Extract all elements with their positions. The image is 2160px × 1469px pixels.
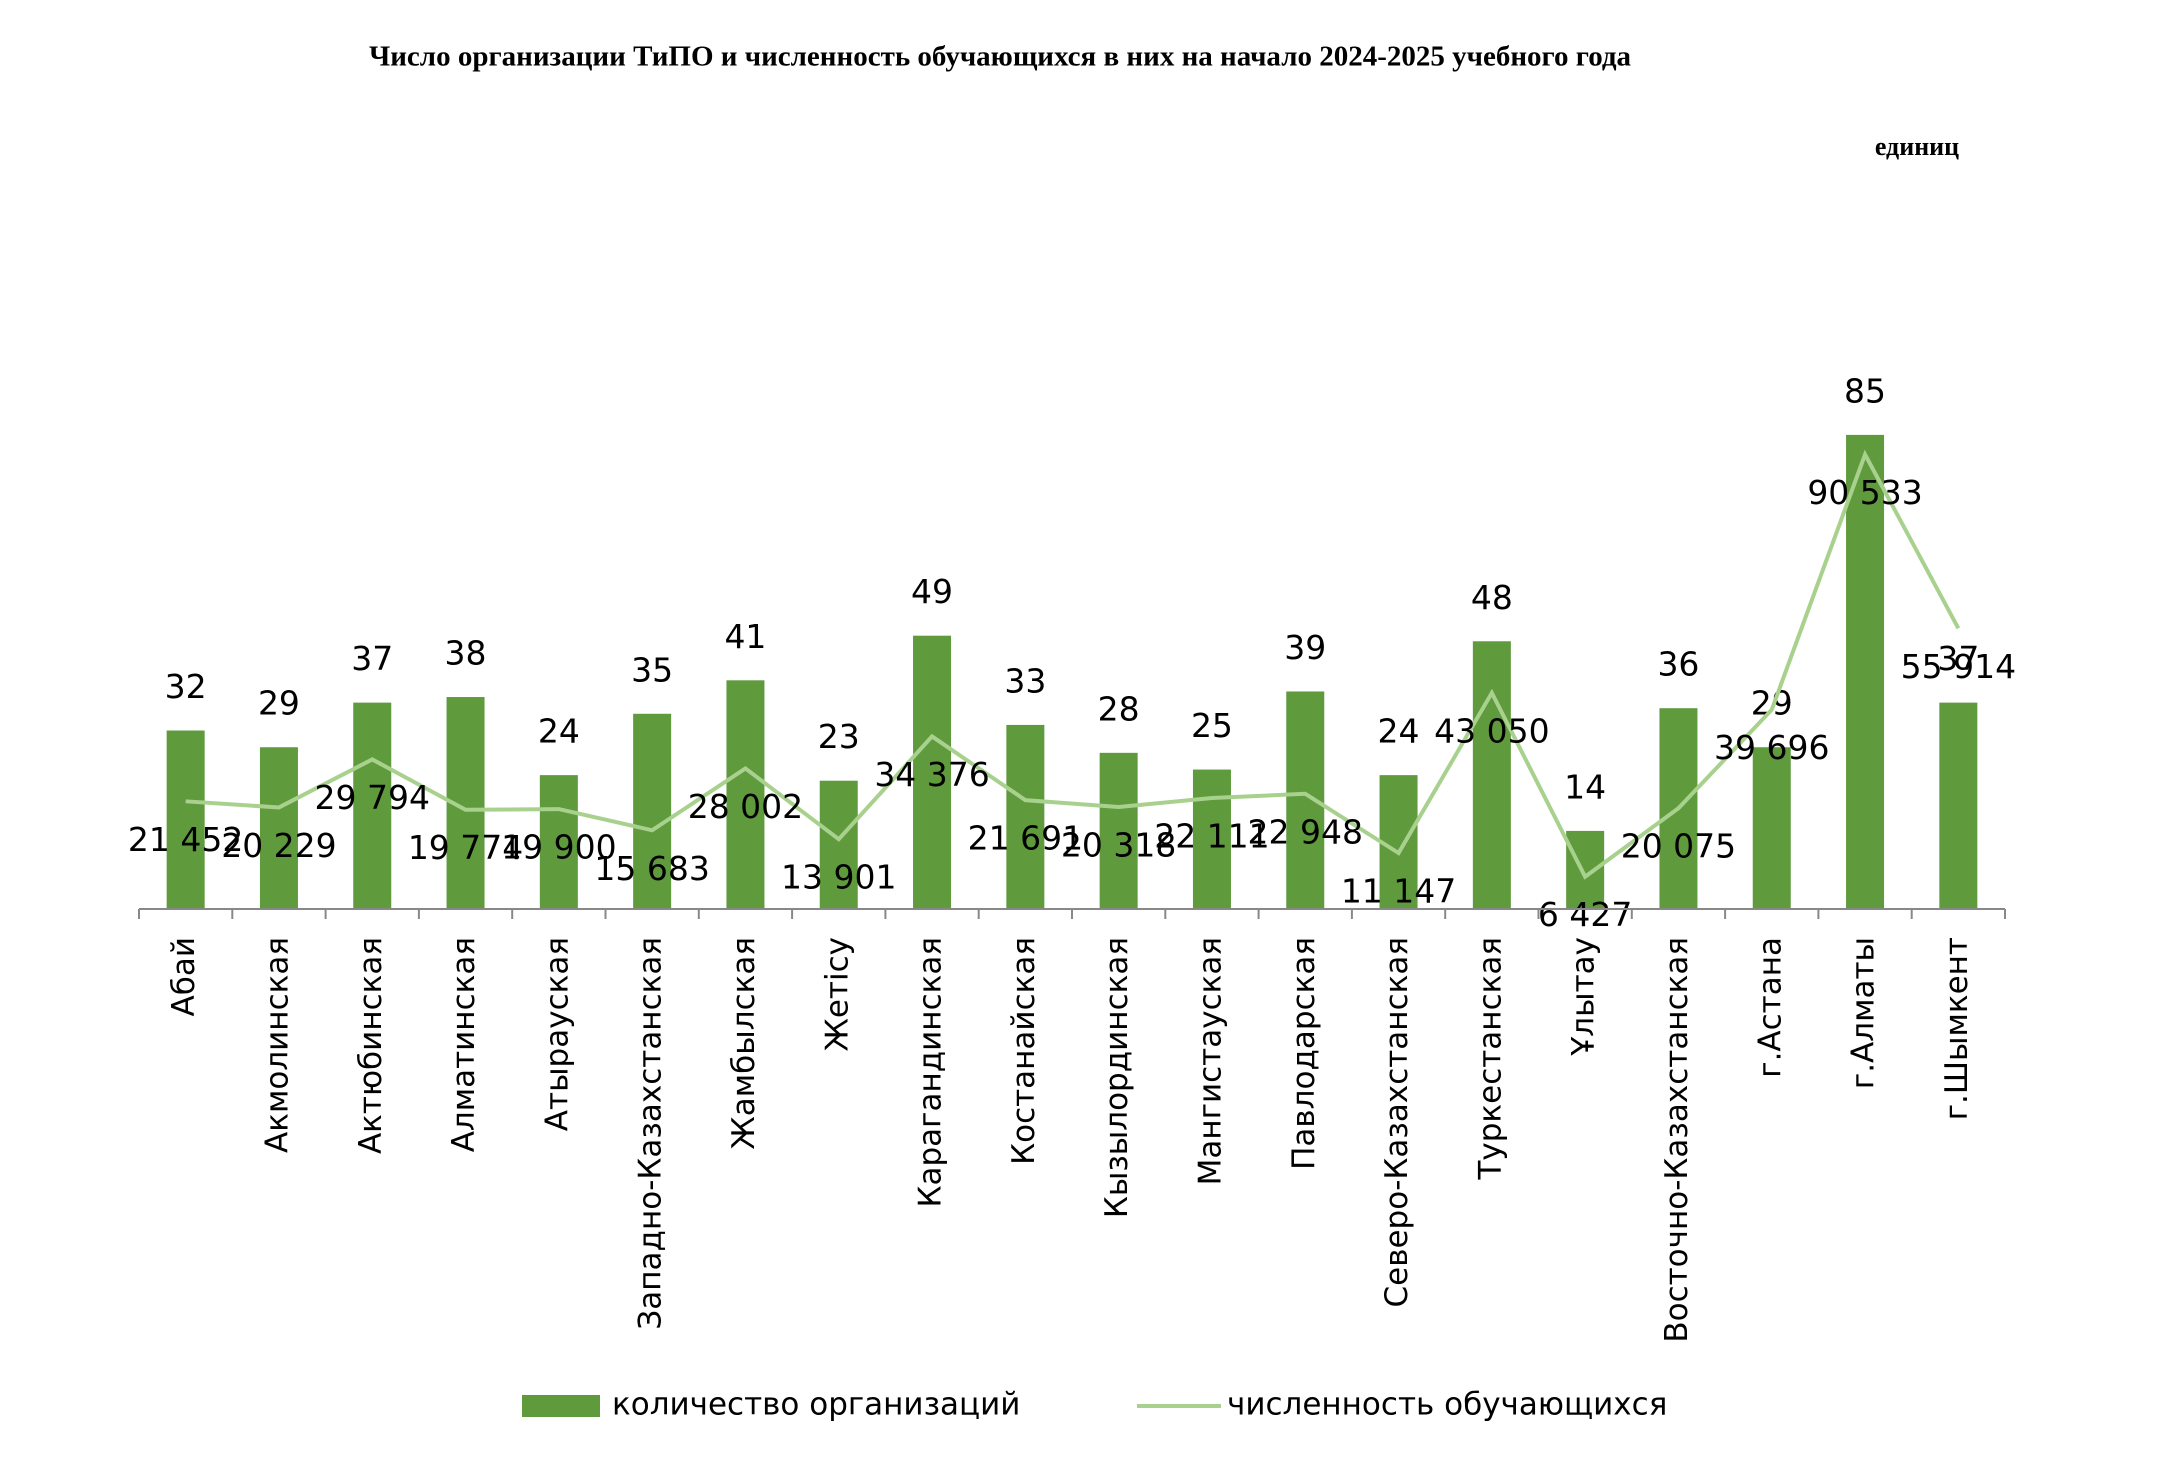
- line-value-label: 39 696: [1714, 728, 1829, 767]
- bar-value-label: 14: [1564, 767, 1606, 806]
- line-value-label: 90 533: [1807, 473, 1922, 512]
- bar-value-label: 49: [911, 572, 953, 611]
- legend-swatch: [522, 1395, 600, 1417]
- bar: [166, 730, 205, 909]
- line-value-label: 13 901: [781, 858, 896, 897]
- bar: [819, 780, 858, 909]
- bar-value-label: 28: [1098, 689, 1140, 728]
- line-value-label: 55 914: [1901, 647, 2016, 686]
- line-value-label: 22 111: [1154, 817, 1269, 856]
- line-value-label: 21 452: [128, 820, 243, 859]
- bar-value-label: 41: [724, 617, 766, 656]
- x-tick-label: Северо-Казахстанская: [1379, 937, 1415, 1308]
- bar: [1099, 752, 1138, 909]
- line-value-label: 19 774: [408, 828, 523, 867]
- line-value-label: 21 691: [968, 819, 1083, 858]
- x-tick-label: Западно-Казахстанская: [633, 937, 669, 1330]
- bar: [1566, 830, 1605, 909]
- x-tick-label: Ұлытау: [1566, 937, 1602, 1057]
- bar-value-label: 25: [1191, 706, 1233, 745]
- x-tick-label: Жамбылская: [726, 937, 762, 1150]
- line-value-label: 20 229: [221, 826, 336, 865]
- x-tick-label: Карагандинская: [913, 937, 949, 1208]
- x-tick-label: Алматинская: [446, 937, 482, 1152]
- x-tick-label: Атырауская: [539, 937, 575, 1131]
- bar: [1379, 775, 1418, 909]
- x-tick-label: г.Шымкент: [1939, 937, 1975, 1120]
- line-value-label: 20 318: [1061, 826, 1176, 865]
- bar-value-label: 48: [1471, 578, 1513, 617]
- bar: [913, 635, 952, 909]
- bar: [1192, 769, 1231, 909]
- bar-value-label: 29: [258, 684, 300, 723]
- line: [185, 449, 1961, 880]
- line-value-label: 29 794: [315, 778, 430, 817]
- line-value-label: 43 050: [1434, 711, 1549, 750]
- bar: [259, 747, 298, 909]
- bar: [633, 713, 672, 909]
- x-tick-label: Кызылординская: [1099, 937, 1135, 1218]
- line-value-label: 22 948: [1248, 812, 1363, 851]
- x-tick-label: Туркестанская: [1472, 937, 1508, 1181]
- x-tick-label: Актюбинская: [353, 937, 389, 1154]
- unit-note: единиц: [1875, 132, 1959, 161]
- bar: [1006, 724, 1045, 909]
- bar: [1939, 702, 1978, 909]
- bar: [726, 680, 765, 909]
- bar: [1752, 747, 1791, 909]
- bar-value-label: 38: [445, 634, 487, 673]
- x-tick-label: Акмолинская: [259, 937, 295, 1153]
- x-tick-label: Жетісу: [819, 937, 855, 1052]
- line-value-label: 34 376: [874, 755, 989, 794]
- bar: [1472, 641, 1511, 909]
- line-value-label: 6 427: [1538, 895, 1632, 934]
- x-tick-label: Павлодарская: [1286, 937, 1322, 1170]
- chart-title: Число организации ТиПО и численность обу…: [369, 41, 1632, 73]
- line-value-label: 20 075: [1621, 827, 1736, 866]
- legend-label: количество организаций: [612, 1387, 1020, 1423]
- legend-label: численность обучающихся: [1227, 1387, 1667, 1423]
- x-tick-label: Костанайская: [1006, 937, 1042, 1165]
- bar-value-label: 32: [165, 667, 207, 706]
- bar-value-label: 36: [1657, 645, 1699, 684]
- bar-value-label: 35: [631, 650, 673, 689]
- x-tick-label: г.Астана: [1752, 937, 1788, 1078]
- line-value-label: 28 002: [688, 787, 803, 826]
- line-value-label: 15 683: [594, 849, 709, 888]
- bar-value-label: 85: [1844, 371, 1886, 410]
- bar-value-label: 24: [538, 712, 580, 751]
- bar-value-label: 23: [818, 717, 860, 756]
- x-tick-label: Восточно-Казахстанская: [1659, 937, 1695, 1343]
- bar: [353, 702, 392, 909]
- bar-value-label: 39: [1284, 628, 1326, 667]
- bar-value-label: 24: [1378, 712, 1420, 751]
- bar: [539, 775, 578, 909]
- bar-value-label: 29: [1751, 684, 1793, 723]
- bar: [1846, 434, 1885, 909]
- line-value-label: 19 900: [501, 828, 616, 867]
- x-tick-label: г.Алматы: [1846, 937, 1882, 1089]
- x-tick-label: Абай: [166, 937, 202, 1016]
- line-value-label: 11 147: [1341, 872, 1456, 911]
- x-tick-label: Мангистауская: [1192, 937, 1228, 1185]
- bar-value-label: 37: [1937, 639, 1979, 678]
- bar-value-label: 37: [351, 639, 393, 678]
- bar-value-label: 33: [1004, 661, 1046, 700]
